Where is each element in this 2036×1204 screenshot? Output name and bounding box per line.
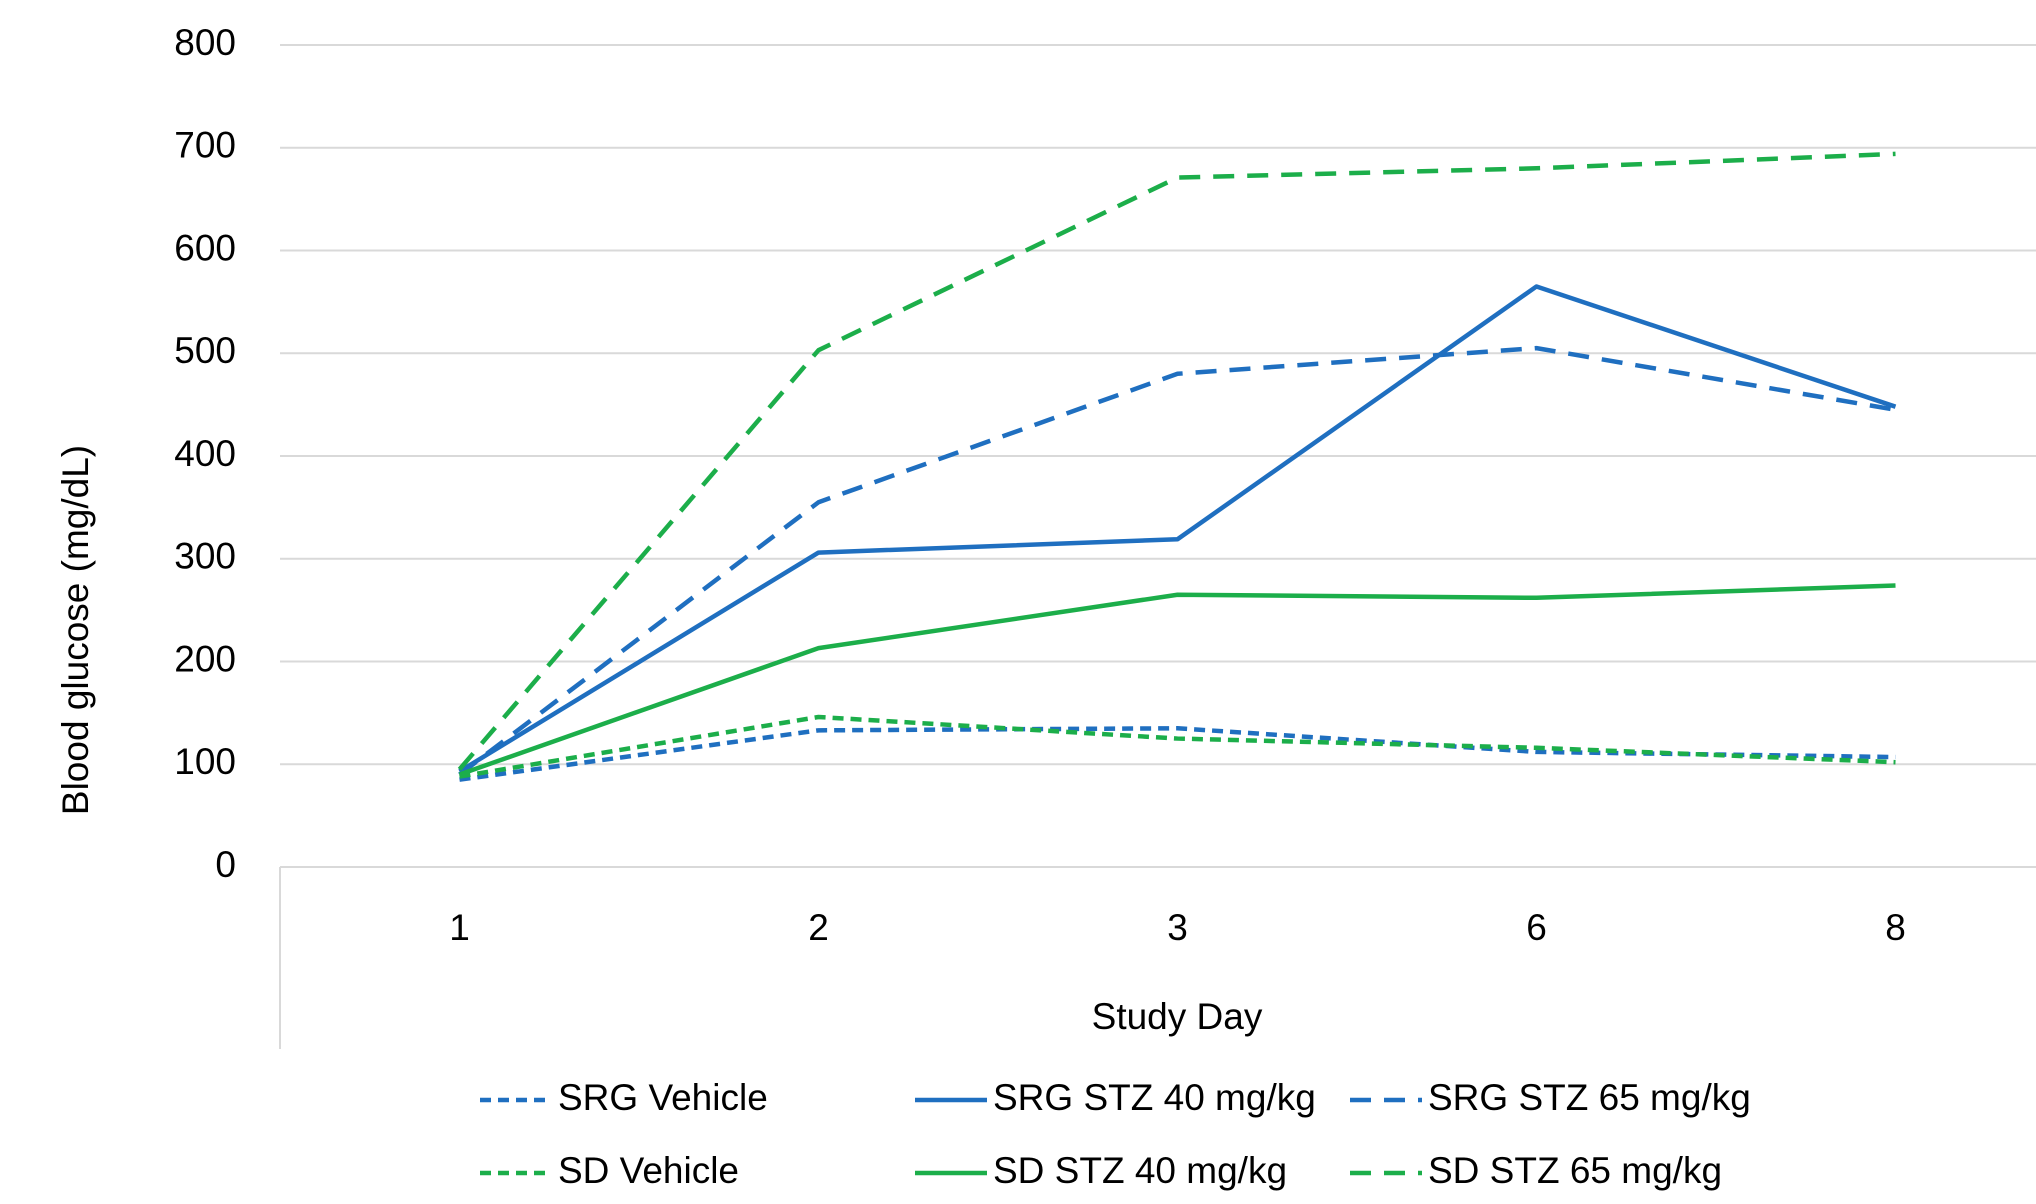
y-tick-label: 400 [174,433,236,474]
series-line [457,151,1896,771]
y-tick-label: 500 [174,330,236,371]
y-tick-label: 800 [174,22,236,63]
y-axis-label: Blood glucose (mg/dL) [55,445,96,815]
x-tick-label: 2 [808,907,829,948]
legend-label: SD STZ 65 mg/kg [1428,1150,1722,1191]
x-tick-label: 1 [449,907,470,948]
x-tick-label: 8 [1885,907,1906,948]
legend-label: SD Vehicle [558,1150,739,1191]
y-tick-label: 600 [174,227,236,268]
legend-label: SRG STZ 65 mg/kg [1428,1077,1751,1118]
y-tick-label: 200 [174,638,236,679]
y-tick-label: 300 [174,536,236,577]
series-line [458,284,1897,774]
x-tick-label: 6 [1526,907,1547,948]
x-tick-label: 3 [1167,907,1188,948]
legend-label: SRG STZ 40 mg/kg [993,1077,1316,1118]
y-tick-label: 700 [174,125,236,166]
y-tick-label: 0 [215,844,236,885]
legend-label: SRG Vehicle [558,1077,768,1118]
series-line [459,726,1896,782]
series-line [459,714,1896,779]
series-line [458,345,1896,777]
x-axis-label: Study Day [1092,996,1263,1037]
y-tick-label: 100 [174,741,236,782]
series-line [458,583,1896,777]
legend-label: SD STZ 40 mg/kg [993,1150,1287,1191]
